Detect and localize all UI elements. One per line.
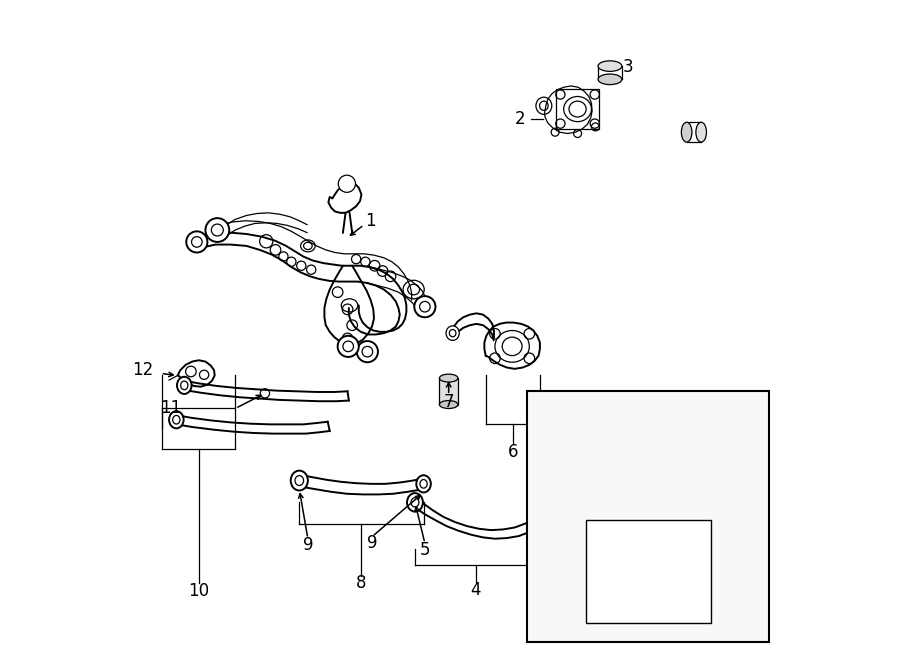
Text: 4: 4 xyxy=(471,580,481,599)
Bar xyxy=(527,391,769,642)
Text: 7: 7 xyxy=(444,393,454,411)
Ellipse shape xyxy=(169,411,184,428)
Circle shape xyxy=(356,341,378,362)
Ellipse shape xyxy=(291,471,308,490)
Circle shape xyxy=(186,231,207,253)
Ellipse shape xyxy=(681,122,692,142)
Ellipse shape xyxy=(696,122,706,142)
Text: 3: 3 xyxy=(623,58,634,77)
Bar xyxy=(586,520,711,623)
Circle shape xyxy=(338,175,356,192)
Text: 10: 10 xyxy=(188,582,210,600)
Text: 2: 2 xyxy=(515,110,526,128)
Ellipse shape xyxy=(407,493,423,512)
Ellipse shape xyxy=(598,74,622,85)
Text: 1: 1 xyxy=(365,212,376,231)
Ellipse shape xyxy=(598,61,622,71)
Ellipse shape xyxy=(177,377,192,394)
Bar xyxy=(556,89,599,129)
Text: 8: 8 xyxy=(356,574,366,592)
Text: 9: 9 xyxy=(302,536,313,555)
Circle shape xyxy=(338,336,359,357)
Text: 11: 11 xyxy=(160,399,182,418)
Ellipse shape xyxy=(439,374,458,382)
Circle shape xyxy=(527,514,545,533)
Text: 5: 5 xyxy=(419,541,430,559)
Ellipse shape xyxy=(417,475,431,492)
Circle shape xyxy=(205,218,230,242)
Ellipse shape xyxy=(439,401,458,408)
Text: 6: 6 xyxy=(508,443,518,461)
Ellipse shape xyxy=(446,326,459,340)
Circle shape xyxy=(414,296,436,317)
Bar xyxy=(439,378,458,405)
Text: 9: 9 xyxy=(367,534,377,553)
Text: 12: 12 xyxy=(132,361,154,379)
